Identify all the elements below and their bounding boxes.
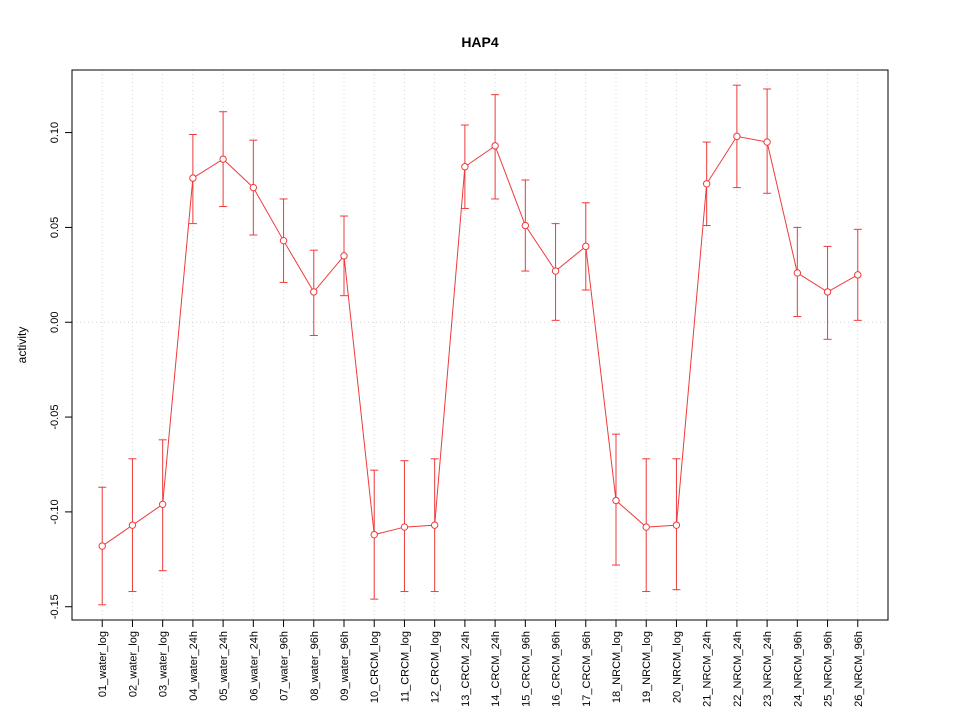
data-point xyxy=(793,269,802,277)
data-points xyxy=(98,132,862,550)
y-tick-label: 0.10 xyxy=(49,122,61,143)
x-tick-label: 20_NRCM_log xyxy=(671,631,683,703)
data-point xyxy=(702,180,711,188)
data-point xyxy=(642,523,650,531)
data-point xyxy=(733,132,741,141)
plot-border xyxy=(71,69,889,621)
data-point xyxy=(430,521,439,529)
data-point xyxy=(219,155,227,163)
x-tick-label: 01_water_log xyxy=(97,631,109,697)
x-tick-label: 11_CRCM_log xyxy=(399,631,411,702)
data-point xyxy=(310,288,318,296)
x-tick-label: 26_NRCM_96h xyxy=(853,631,865,707)
x-tick-label: 10_CRCM_log xyxy=(369,631,381,703)
x-tick-label: 08_water_96h xyxy=(309,631,321,701)
data-point xyxy=(551,267,560,275)
series-line xyxy=(101,135,859,547)
x-tick-label: 14_CRCM_24h xyxy=(490,631,502,707)
x-tick-label: 09_water_96h xyxy=(339,631,351,701)
chart-title: HAP4 xyxy=(461,34,499,50)
series-line-group xyxy=(101,135,859,547)
data-point xyxy=(128,521,137,529)
x-tick-label: 22_NRCM_24h xyxy=(732,631,744,707)
data-point xyxy=(400,523,409,531)
data-point xyxy=(672,521,681,529)
y-tick-label: -0.05 xyxy=(49,405,61,430)
y-tick-label: -0.15 xyxy=(49,594,61,619)
y-tick-label: 0.00 xyxy=(49,312,61,333)
x-tick-label: 13_CRCM_24h xyxy=(460,631,472,707)
data-point xyxy=(491,142,499,150)
x-tick-label: 12_CRCM_log xyxy=(430,631,442,703)
x-tick-label: 16_CRCM_96h xyxy=(551,631,563,707)
x-tick-label: 24_NRCM_96h xyxy=(792,631,804,707)
x-tick-label: 05_water_24h xyxy=(218,631,230,701)
data-point xyxy=(370,530,378,539)
data-point xyxy=(763,138,771,146)
x-tick-label: 04_water_24h xyxy=(188,631,200,701)
y-axis-title: activity xyxy=(15,327,29,364)
data-point xyxy=(279,236,288,245)
data-point xyxy=(189,174,197,182)
error-bars xyxy=(98,84,862,606)
data-point xyxy=(823,288,832,296)
data-point xyxy=(854,271,862,279)
x-tick-label: 21_NRCM_24h xyxy=(702,631,714,707)
x-tick-label: 25_NRCM_96h xyxy=(823,631,835,707)
y-axis-labels: -0.15 -0.10 -0.05 0.00 0.05 0.10 xyxy=(49,122,61,619)
y-tick-label: -0.10 xyxy=(49,499,61,524)
y-tick-label: 0.05 xyxy=(49,217,61,238)
data-point xyxy=(340,252,348,260)
x-tick-label: 15_CRCM_96h xyxy=(520,631,532,707)
data-point xyxy=(98,542,106,550)
x-tick-label: 23_NRCM_24h xyxy=(762,631,774,707)
x-tick-label: 19_NRCM_log xyxy=(641,631,653,703)
data-point xyxy=(521,221,530,230)
x-tick-label: 07_water_96h xyxy=(279,631,291,701)
axis-ticks xyxy=(65,132,859,627)
x-tick-label: 02_water_log xyxy=(127,631,139,697)
x-tick-label: 17_CRCM_96h xyxy=(581,631,593,707)
data-point xyxy=(158,500,167,509)
gridlines xyxy=(72,70,888,620)
x-tick-label: 03_water_log xyxy=(158,631,170,697)
data-point xyxy=(249,183,258,192)
data-point xyxy=(582,242,590,251)
data-point xyxy=(461,163,469,171)
x-tick-label: 18_NRCM_log xyxy=(611,631,623,703)
data-point xyxy=(612,496,620,505)
x-tick-label: 06_water_24h xyxy=(248,631,260,701)
x-axis-labels: 01_water_log 02_water_log 03_water_log 04_w… xyxy=(97,631,865,707)
